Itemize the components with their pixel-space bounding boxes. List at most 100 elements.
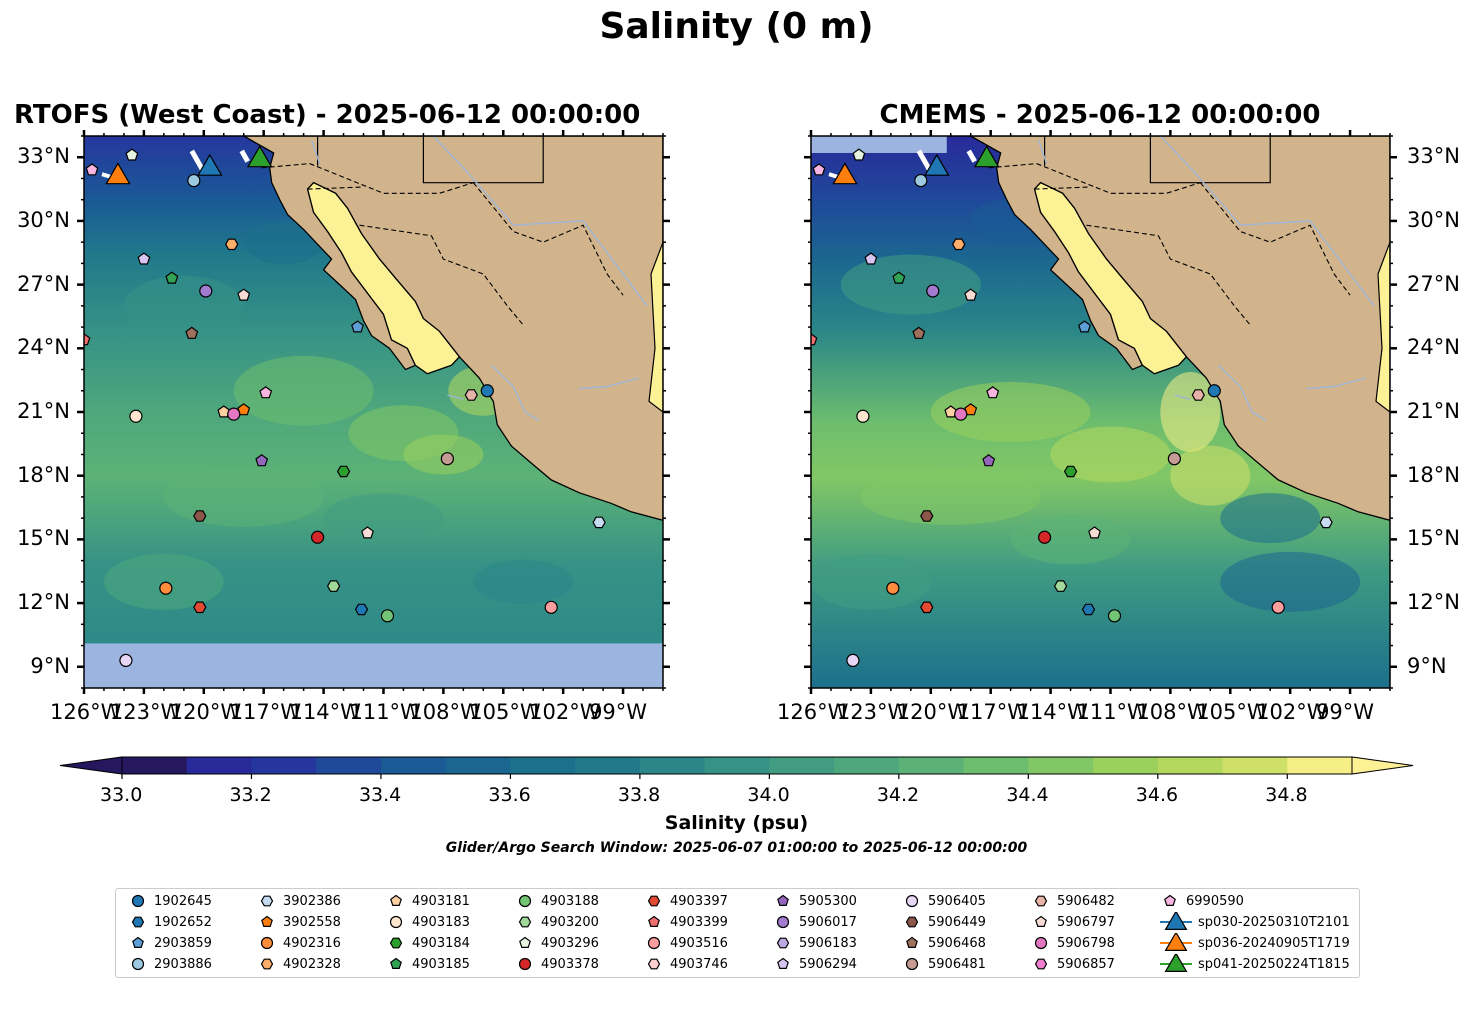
legend-marker <box>1035 915 1047 927</box>
legend-item: 1902652 <box>128 912 212 932</box>
float-marker <box>852 148 866 161</box>
legend-item: 4903296 <box>515 933 599 953</box>
float-marker <box>811 333 818 346</box>
legend-item: 4902328 <box>257 954 341 974</box>
colorbar-segment <box>639 757 706 774</box>
cmems-lat-tick-label: 12°N <box>1407 590 1460 615</box>
cmems-lat-tick-label: 21°N <box>1407 399 1460 423</box>
legend-item: 5906468 <box>902 933 986 953</box>
legend-marker <box>260 958 274 970</box>
float-marker <box>85 163 99 176</box>
legend-label: 4903746 <box>670 956 728 972</box>
legend-marker <box>648 915 660 927</box>
float-marker <box>592 516 606 529</box>
legend-label: 5906449 <box>928 914 986 930</box>
float-marker <box>846 653 860 668</box>
legend-marker-icon <box>260 936 274 950</box>
legend-marker <box>905 894 919 908</box>
rtofs-lat-tick-label: 24°N <box>17 335 70 360</box>
legend-marker-icon <box>1035 915 1047 927</box>
float-marker <box>1107 609 1122 623</box>
legend-marker <box>906 936 918 948</box>
colorbar-tick-label: 33.0 <box>100 784 143 806</box>
legend-marker <box>131 894 145 908</box>
legend-item: sp036-20240905T1719 <box>1160 933 1350 953</box>
rtofs-lon-tick-label: 99°W <box>589 700 648 724</box>
rtofs-lat-tick-label: 27°N <box>17 271 70 296</box>
float-marker <box>954 407 968 421</box>
float-marker <box>982 454 996 467</box>
float-marker <box>159 581 173 595</box>
legend-marker-icon <box>518 957 532 971</box>
legend-item: 5906017 <box>773 912 857 932</box>
legend-marker <box>647 958 661 970</box>
rtofs-lon-tick-label: 114°W <box>289 700 361 724</box>
salinity-colorbar <box>59 756 1414 779</box>
colorbar-segment <box>834 757 900 774</box>
float-marker <box>137 252 151 265</box>
legend-marker <box>131 916 145 928</box>
colorbar-segment <box>963 757 1029 774</box>
legend-marker <box>1034 958 1048 970</box>
float-marker <box>856 409 870 423</box>
rtofs-lat-tick-label: 9°N <box>30 653 70 678</box>
float-marker <box>255 454 269 467</box>
cmems-salinity-map <box>804 130 1397 694</box>
float-marker <box>480 384 494 398</box>
legend-triangle <box>1164 933 1188 951</box>
legend-marker-icon <box>905 957 919 971</box>
legend-marker <box>777 894 789 906</box>
colorbar-segment <box>251 757 317 774</box>
legend-marker <box>261 915 273 927</box>
legend-item: 5906405 <box>902 891 986 911</box>
legend-marker-icon <box>905 894 919 908</box>
legend-marker-icon <box>131 916 145 928</box>
float-marker <box>227 407 241 421</box>
rtofs-lon-tick-label: 102°W <box>529 700 601 724</box>
colorbar-segment <box>575 757 641 774</box>
cmems-lat-tick-label: 15°N <box>1407 526 1460 551</box>
float-marker <box>440 452 454 466</box>
float-marker <box>964 403 978 416</box>
legend-item: 6990590 <box>1160 891 1244 911</box>
legend-marker <box>1034 936 1048 950</box>
platform-legend: 1902645 1902652 2903859 2903886 3902386 39025… <box>115 888 1360 978</box>
rtofs-panel-title: RTOFS (West Coast) - 2025-06-12 00:00:00 <box>14 100 641 130</box>
colorbar-tick-label: 33.6 <box>488 784 531 806</box>
legend-marker-icon <box>648 915 660 927</box>
legend-marker-icon <box>776 937 790 949</box>
float-marker <box>199 284 213 298</box>
cmems-lat-tick-label: 9°N <box>1407 653 1447 678</box>
rtofs-lat-tick-label: 30°N <box>17 207 70 232</box>
float-marker <box>1081 603 1096 616</box>
legend-label: 3902386 <box>283 893 341 909</box>
legend-marker-icon <box>132 936 144 948</box>
legend-label: 1902645 <box>154 893 212 909</box>
float-marker <box>193 601 207 614</box>
legend-marker-icon <box>906 936 918 948</box>
legend-marker <box>390 957 402 969</box>
legend-marker-icon <box>1160 933 1192 951</box>
legend-triangle <box>1164 912 1188 930</box>
legend-label: 5906468 <box>928 935 986 951</box>
legend-triangle <box>1164 954 1188 972</box>
legend-label: 5906294 <box>799 956 857 972</box>
rtofs-lon-tick-label: 105°W <box>469 700 541 724</box>
figure-title: Salinity (0 m) <box>599 6 874 47</box>
glider-marker <box>105 162 131 185</box>
cmems-lon-tick-label: 108°W <box>1136 700 1208 724</box>
legend-marker-icon <box>647 936 661 950</box>
float-marker <box>351 320 364 333</box>
legend-item: 5905300 <box>773 891 857 911</box>
legend-label: 4903181 <box>412 893 470 909</box>
legend-marker-icon <box>261 915 273 927</box>
legend-item: 3902558 <box>257 912 341 932</box>
cmems-lon-tick-label: 105°W <box>1196 700 1268 724</box>
colorbar-segment <box>186 757 252 774</box>
float-marker <box>1053 580 1068 592</box>
float-marker <box>1271 600 1285 614</box>
float-marker <box>912 326 926 339</box>
float-marker <box>217 405 231 418</box>
float-marker <box>1037 530 1052 544</box>
colorbar-tick-label: 33.4 <box>358 784 402 806</box>
